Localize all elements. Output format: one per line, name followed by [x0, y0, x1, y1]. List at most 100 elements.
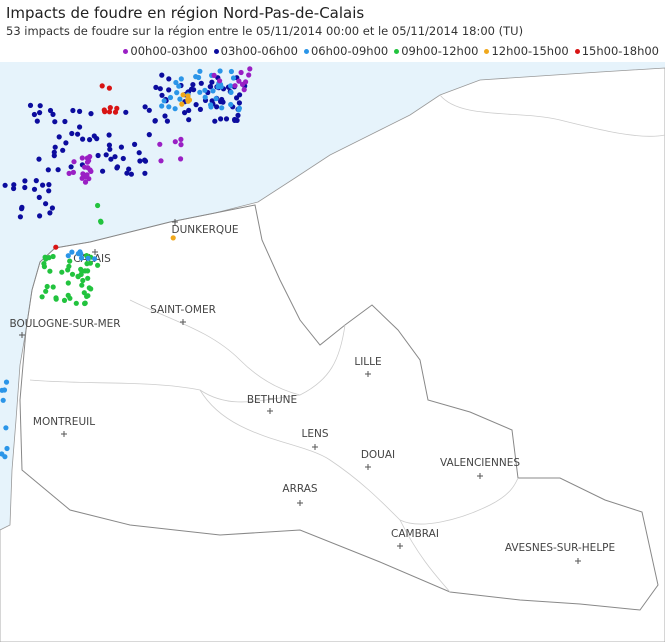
- lightning-impact: [11, 185, 17, 192]
- lightning-impact: [79, 155, 85, 161]
- lightning-impact: [174, 90, 180, 96]
- lightning-impact: [241, 87, 247, 93]
- lightning-impact: [107, 146, 113, 152]
- lightning-impact: [95, 262, 101, 268]
- lightning-impact: [219, 96, 225, 103]
- borders: [29, 94, 665, 593]
- lightning-impact: [49, 205, 56, 211]
- lightning-impact: [182, 110, 188, 116]
- lightning-impact: [44, 283, 50, 290]
- lightning-impact: [2, 454, 8, 460]
- lightning-impact: [137, 158, 143, 164]
- lightning-impact: [202, 87, 208, 93]
- lightning-impact: [85, 275, 91, 281]
- lightning-impact: [228, 101, 234, 108]
- lightning-impact: [70, 107, 76, 114]
- legend-swatch: [394, 49, 400, 54]
- legend-label: 06h00-09h00: [310, 44, 389, 58]
- lightning-impact: [88, 111, 94, 117]
- lightning-impact: [75, 131, 81, 137]
- lightning-impact: [56, 134, 62, 140]
- lightning-impact: [86, 158, 92, 164]
- lightning-impact: [193, 102, 199, 108]
- lightning-impact: [80, 136, 86, 142]
- lightning-impact: [142, 157, 148, 163]
- lightning-impact: [46, 182, 52, 188]
- city-marker: [365, 371, 371, 377]
- lightning-impact: [59, 269, 65, 275]
- lightning-impact: [142, 170, 148, 176]
- lightning-impact: [53, 244, 59, 250]
- lightning-impact: [236, 78, 242, 84]
- legend-swatch: [123, 49, 129, 54]
- lightning-impact: [75, 273, 81, 279]
- lightning-impact: [19, 206, 25, 212]
- lightning-impact: [50, 111, 56, 117]
- lightning-impact: [86, 176, 92, 182]
- region: [19, 204, 659, 611]
- lightning-impact: [208, 102, 214, 108]
- city-label: LILLE: [354, 356, 381, 368]
- lightning-impact: [172, 139, 178, 145]
- lightning-impact: [77, 108, 83, 114]
- lightning-impact: [33, 178, 39, 184]
- lightning-impact: [2, 182, 8, 188]
- lightning-impact: [46, 188, 52, 194]
- lightning-impact: [236, 100, 242, 106]
- lightning-impact: [126, 166, 132, 172]
- lightning-impact: [78, 255, 85, 261]
- lightning-impact: [95, 202, 101, 209]
- city-label: AVESNES-SUR-HELPE: [505, 542, 615, 554]
- lightning-impact: [232, 117, 238, 123]
- city-marker: [365, 464, 371, 470]
- legend-item: 03h00-06h00: [213, 44, 298, 58]
- lightning-impact: [209, 98, 215, 104]
- lightning-impact: [213, 96, 219, 102]
- subtitle: 53 impacts de foudre sur la région entre…: [6, 24, 524, 38]
- lightning-impact: [47, 107, 54, 114]
- lightning-impact: [55, 167, 61, 173]
- lightning-impact: [67, 258, 73, 264]
- lightning-impact: [0, 397, 6, 403]
- lightning-impact: [37, 110, 43, 116]
- lightning-impact: [85, 255, 91, 261]
- city-label: MONTREUIL: [33, 416, 95, 428]
- lightning-impact: [180, 92, 186, 98]
- lightning-impact: [108, 156, 114, 162]
- lightning-impact: [3, 379, 10, 385]
- lightning-impact: [39, 294, 45, 300]
- city-marker: [172, 219, 178, 225]
- lightning-impact: [152, 118, 158, 124]
- city-label: BOULOGNE-SUR-MER: [9, 318, 120, 330]
- lightning-impact: [106, 142, 112, 148]
- legend-label: 12h00-15h00: [491, 44, 569, 58]
- lightning-impact: [246, 72, 252, 78]
- lightning-impact: [236, 107, 242, 113]
- lightning-impact: [34, 118, 40, 124]
- lightning-impact: [45, 167, 51, 173]
- city-marker: [477, 473, 483, 479]
- lightning-impact: [80, 277, 86, 284]
- map: DUNKERQUECALAISBOULOGNE-SUR-MERSAINT-OME…: [0, 62, 665, 642]
- lightning-impact: [40, 182, 46, 188]
- lightning-impact: [170, 235, 176, 241]
- lightning-impact: [37, 213, 43, 219]
- lightning-impact: [207, 84, 214, 90]
- lightning-impact: [70, 169, 76, 175]
- lightning-impact: [198, 80, 204, 86]
- lightning-impact: [214, 104, 220, 110]
- lightning-impact: [142, 104, 148, 110]
- lightning-impact: [188, 86, 195, 92]
- legend-label: 09h00-12h00: [401, 44, 479, 58]
- lightning-impact: [1, 387, 8, 393]
- lightning-impact: [47, 210, 53, 216]
- lightning-impact: [65, 253, 71, 259]
- lightning-impact: [31, 111, 37, 118]
- title: Impacts de foudre en région Nord-Pas-de-…: [6, 4, 365, 22]
- lightning-impact: [65, 267, 71, 273]
- lightning-impact: [232, 83, 238, 89]
- lightning-impact: [186, 107, 192, 113]
- lightning-impact: [164, 118, 170, 124]
- lightning-impact: [73, 300, 79, 306]
- lightning-impact: [172, 106, 178, 112]
